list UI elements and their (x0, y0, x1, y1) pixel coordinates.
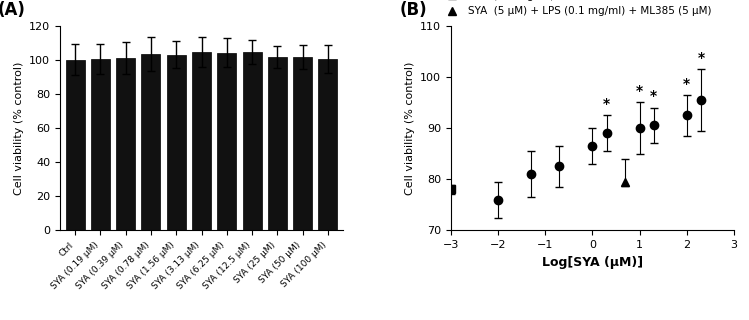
Bar (91, 59, 110, 230)
X-axis label: Log[SYA (μM)]: Log[SYA (μM)] (542, 256, 643, 269)
Bar (142, 54, 160, 230)
Bar (268, 57, 287, 230)
Bar (66, 60, 85, 230)
Bar (318, 59, 338, 230)
Text: (B): (B) (400, 1, 428, 19)
Y-axis label: Cell viability (% control): Cell viability (% control) (13, 61, 23, 195)
Bar (243, 52, 261, 230)
Bar (116, 58, 135, 230)
Bar (293, 57, 312, 230)
Bar (192, 52, 211, 230)
Legend: SYA + LPS (0.1 mg/ml), LPS  (0.1 mg/ml), SYA  (5 μM) + LPS (0.1 mg/ml) + ML385 (: SYA + LPS (0.1 mg/ml), LPS (0.1 mg/ml), … (442, 0, 712, 16)
Text: *: * (697, 51, 705, 65)
Bar (167, 55, 186, 230)
Y-axis label: Cell viability (% control): Cell viability (% control) (404, 61, 414, 195)
Text: *: * (636, 84, 643, 98)
Text: *: * (603, 97, 610, 111)
Text: *: * (683, 76, 691, 91)
Text: *: * (650, 89, 658, 103)
Text: (A): (A) (0, 1, 25, 19)
Bar (217, 53, 237, 230)
